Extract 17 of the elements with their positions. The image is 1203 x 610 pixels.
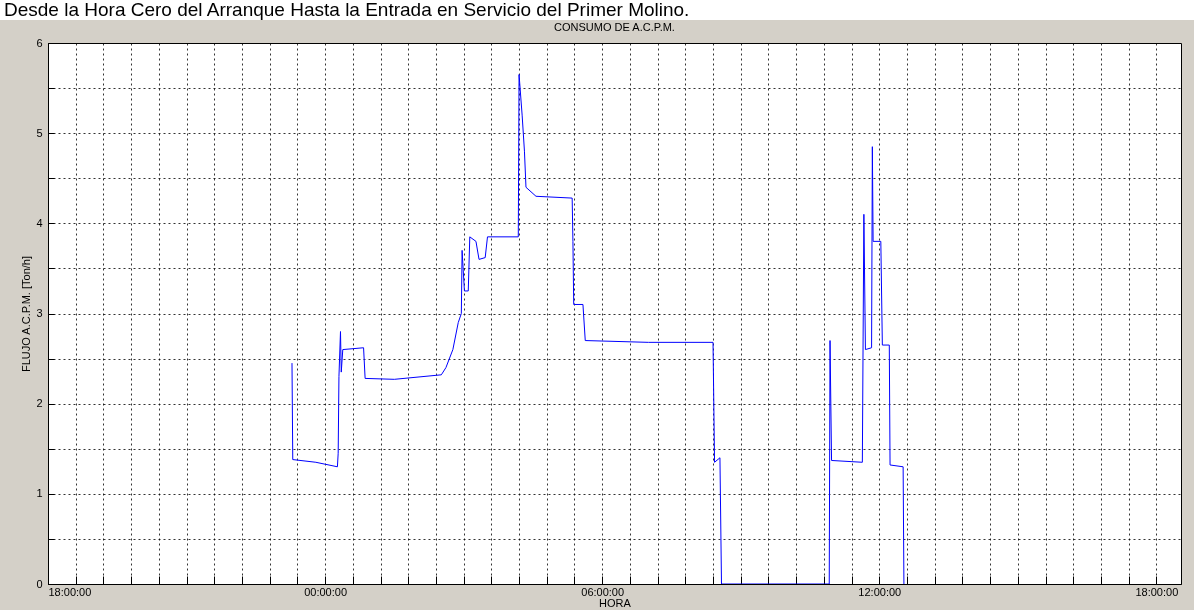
y-tick-label: 1 [36,487,43,500]
y-tick-label: 4 [36,216,43,229]
x-tick-label: 06:00:00 [581,585,625,598]
y-tick-label: 2 [36,397,43,410]
y-tick-label: 0 [36,577,43,590]
y-tick-label: 3 [36,307,43,319]
chart-subtitle: CONSUMO DE A.C.P.M. [554,21,675,33]
x-tick-label: 18:00:00 [1135,585,1179,598]
x-tick-label: 00:00:00 [304,585,348,598]
x-tick-label: 12:00:00 [858,585,902,598]
y-tick-label: 6 [36,36,43,49]
y-axis-title: FLUJO A.C.P.M. [Ton/h] [20,256,33,372]
x-tick-label: 18:00:00 [48,585,92,598]
chart-title: Desde la Hora Cero del Arranque Hasta la Entrada en Servicio del Primer Molino. [3,0,691,20]
y-tick-label: 5 [36,126,43,139]
x-axis-title: HORA [599,596,632,609]
line-series [291,74,905,584]
